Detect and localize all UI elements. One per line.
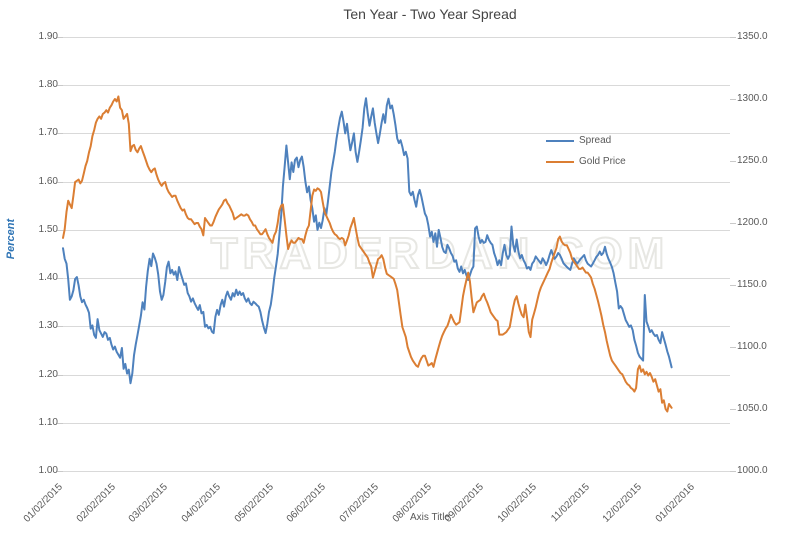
left-axis-tick-label: 1.90 bbox=[38, 31, 58, 42]
legend-item-spread: Spread bbox=[546, 133, 626, 148]
left-axis-tick-label: 1.30 bbox=[38, 320, 58, 331]
left-axis-tick-label: 1.50 bbox=[38, 224, 58, 235]
right-axis-tick-label: 1150.0 bbox=[737, 279, 767, 290]
chart-title: Ten Year - Two Year Spread bbox=[343, 6, 517, 22]
series-line-gold-price bbox=[62, 95, 673, 413]
right-axis-tick-label: 1000.0 bbox=[737, 465, 768, 476]
right-axis-tick-label: 1350.0 bbox=[737, 31, 768, 42]
x-axis-title: Axis Title bbox=[409, 512, 450, 523]
spread-line-swatch bbox=[546, 139, 574, 142]
gold-price-line-swatch bbox=[546, 160, 574, 163]
legend-label-gold-price: Gold Price bbox=[579, 156, 626, 167]
left-axis-tick-label: 1.60 bbox=[38, 176, 58, 187]
series-line-spread bbox=[62, 97, 673, 385]
legend: Spread Gold Price bbox=[546, 133, 626, 175]
left-axis-title: Percent bbox=[5, 218, 17, 260]
right-axis-tick-label: 1300.0 bbox=[737, 93, 768, 104]
left-axis-tick-label: 1.70 bbox=[38, 127, 58, 138]
right-axis-tick-label: 1050.0 bbox=[737, 403, 768, 414]
left-axis-tick-label: 1.20 bbox=[38, 369, 58, 380]
left-axis-tick-label: 1.80 bbox=[38, 79, 58, 90]
legend-item-gold-price: Gold Price bbox=[546, 154, 626, 169]
right-axis-tick-label: 1250.0 bbox=[737, 155, 768, 166]
right-axis-tick-label: 1100.0 bbox=[737, 341, 767, 352]
left-axis-tick-label: 1.00 bbox=[38, 465, 58, 476]
right-axis-tick-label: 1200.0 bbox=[737, 217, 768, 228]
legend-label-spread: Spread bbox=[579, 135, 612, 146]
left-axis-tick-label: 1.40 bbox=[38, 272, 58, 283]
left-axis-tick-label: 1.10 bbox=[38, 417, 58, 428]
